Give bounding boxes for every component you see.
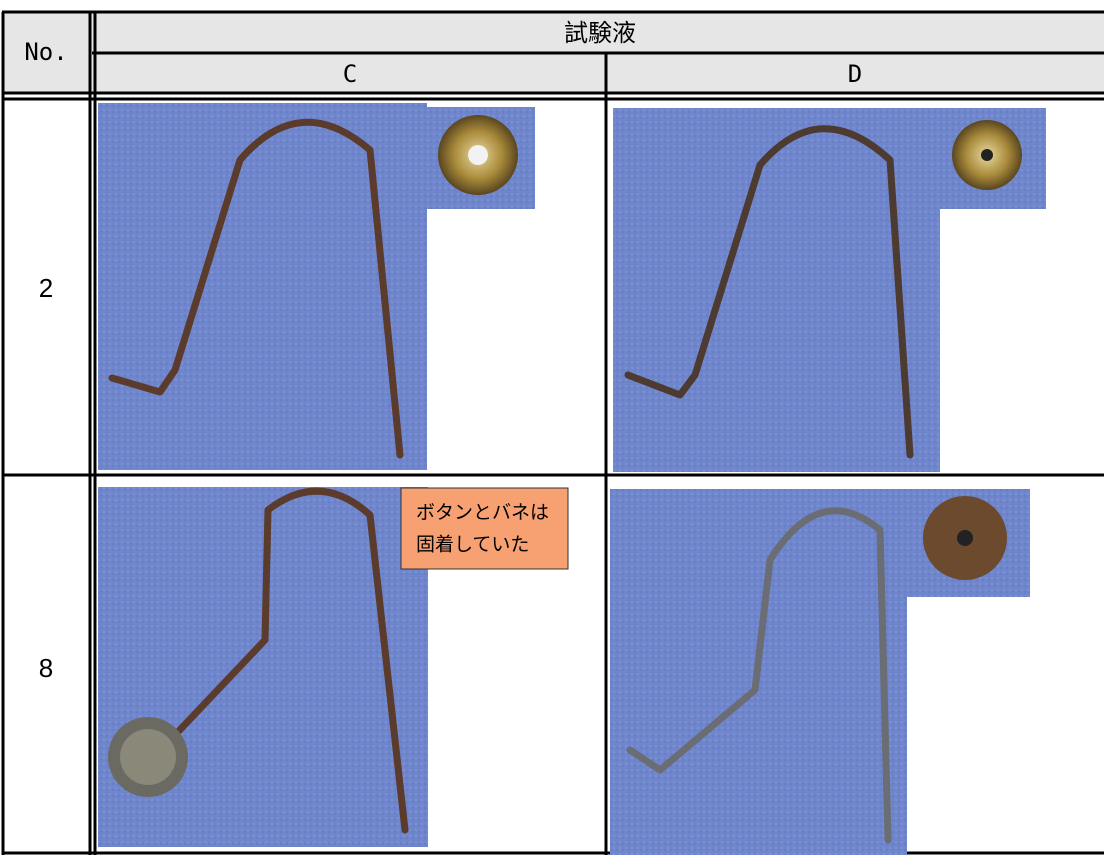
table-borders xyxy=(1,10,1104,855)
note-line: ボタンとバネは xyxy=(416,502,549,524)
header-column: C xyxy=(343,60,357,88)
photo xyxy=(98,487,428,847)
row-number: 2 xyxy=(39,273,53,303)
row-number: 8 xyxy=(39,653,53,683)
note-box: ボタンとバネは 固着していた xyxy=(400,487,569,570)
header-no: No. xyxy=(24,38,67,66)
photo xyxy=(613,108,1046,472)
photo xyxy=(98,103,535,470)
header-column: D xyxy=(848,60,862,88)
note-line: 固着していた xyxy=(416,534,529,556)
photo xyxy=(610,489,1030,855)
header-group: 試験液 xyxy=(564,19,636,47)
header-bg xyxy=(2,12,92,94)
